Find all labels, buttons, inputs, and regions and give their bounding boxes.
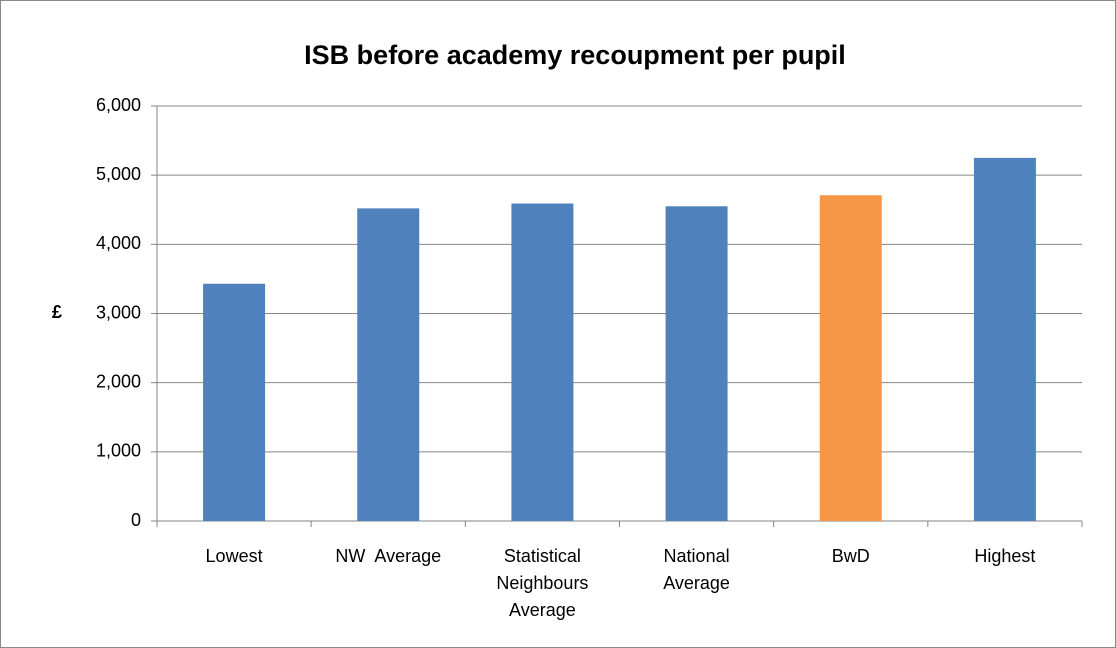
y-tick-label: 0 (131, 510, 141, 530)
x-tick-label: NW Average (335, 546, 442, 566)
y-tick-label: 6,000 (96, 95, 141, 115)
bar (203, 283, 266, 521)
bar (819, 195, 882, 521)
x-tick-label: Statistical Neighbours Average (496, 546, 593, 620)
bar (973, 157, 1036, 521)
x-tick-label: National Average (663, 546, 734, 593)
y-tick-label: 5,000 (96, 164, 141, 184)
bar (665, 206, 728, 521)
x-tick-label: Lowest (205, 546, 263, 566)
y-tick-label: 3,000 (96, 302, 141, 322)
x-tick-label: BwD (831, 546, 870, 566)
x-tick-label: Highest (974, 546, 1036, 566)
y-tick-label: 2,000 (96, 371, 141, 391)
y-axis-label: £ (52, 302, 62, 322)
y-tick-label: 4,000 (96, 233, 141, 253)
bar (511, 203, 574, 521)
y-tick-label: 1,000 (96, 441, 141, 461)
bar (357, 208, 420, 521)
chart-title: ISB before academy recoupment per pupil (304, 40, 846, 70)
